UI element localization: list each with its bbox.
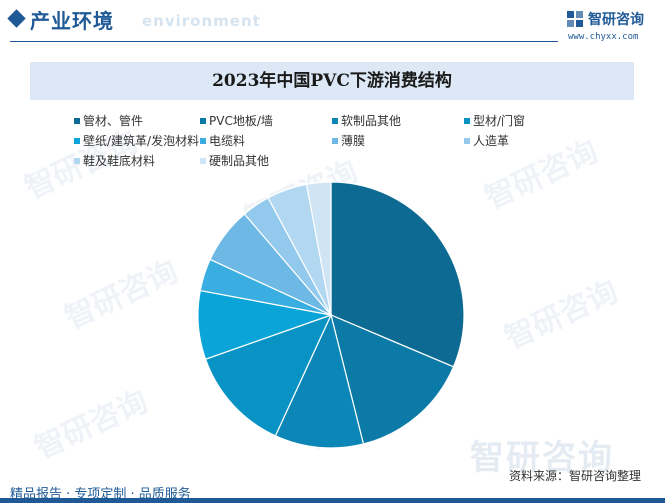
pie-slice <box>330 313 455 445</box>
section-subtitle: environment <box>142 12 261 30</box>
chart-title-bar: 2023年中国PVC下游消费结构 <box>30 62 634 100</box>
legend-item: 硬制品其他 <box>200 152 269 170</box>
section-title: 产业环境 <box>30 9 114 33</box>
legend-label: PVC地板/墙 <box>209 114 273 128</box>
legend-swatch <box>332 117 338 124</box>
legend-swatch <box>464 137 470 144</box>
brand: 智研咨询 www.chyxx.com <box>566 8 661 44</box>
pie-slice <box>330 181 465 368</box>
pie-slice <box>204 313 333 437</box>
legend-swatch <box>74 137 80 144</box>
legend-swatch <box>200 137 206 144</box>
legend-swatch <box>200 157 206 164</box>
chart-legend: 管材、管件 PVC地板/墙 软制品其他 型材/门窗壁纸/建筑革/发泡材料 电缆料 薄膜 人造… <box>74 112 574 172</box>
legend-label: 硬制品其他 <box>209 154 270 168</box>
brand-name: 智研咨询 <box>588 12 644 28</box>
legend-swatch <box>74 157 80 164</box>
legend-item: 管材、管件 <box>74 112 143 130</box>
legend-label: 壁纸/建筑革/发泡材料 <box>83 134 200 148</box>
legend-item: 薄膜 <box>332 132 365 150</box>
legend-item: 软制品其他 <box>332 112 401 130</box>
pie-slice <box>274 313 365 449</box>
pie-slice <box>305 181 332 316</box>
legend-swatch <box>464 117 470 124</box>
legend-item: 人造革 <box>464 132 509 150</box>
brand-logo-icon <box>567 11 583 27</box>
footer-band <box>0 498 665 503</box>
legend-item: 壁纸/建筑革/发泡材料 <box>74 132 199 150</box>
header: 产业环境 environment 智研咨询 www.chyxx.com <box>0 0 665 44</box>
legend-item: 鞋及鞋底材料 <box>74 152 155 170</box>
data-source: 资料来源：智研咨询整理 <box>509 469 642 483</box>
legend-label: 软制品其他 <box>341 114 402 128</box>
legend-label: 电缆料 <box>209 134 246 148</box>
chart-title: 2023年中国PVC下游消费结构 <box>212 71 452 91</box>
legend-item: PVC地板/墙 <box>200 112 273 130</box>
legend-item: 电缆料 <box>200 132 245 150</box>
legend-label: 鞋及鞋底材料 <box>83 154 156 168</box>
legend-swatch <box>200 117 206 124</box>
legend-label: 管材、管件 <box>83 114 144 128</box>
legend-swatch <box>332 137 338 144</box>
legend-item: 型材/门窗 <box>464 112 525 130</box>
legend-label: 人造革 <box>473 134 510 148</box>
legend-swatch <box>74 117 80 124</box>
brand-url: www.chyxx.com <box>568 32 639 42</box>
header-divider <box>10 41 558 42</box>
legend-label: 薄膜 <box>341 134 366 148</box>
watermark-logo: 智研咨询 <box>470 438 614 478</box>
legend-label: 型材/门窗 <box>473 114 526 128</box>
